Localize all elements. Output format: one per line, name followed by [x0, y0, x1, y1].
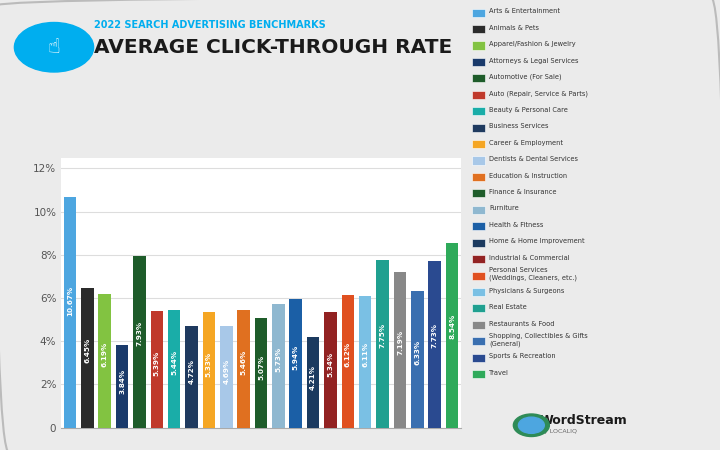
Text: 6.19%: 6.19%: [102, 342, 107, 367]
Text: Apparel/Fashion & Jewelry: Apparel/Fashion & Jewelry: [489, 41, 575, 47]
Text: Home & Home Improvement: Home & Home Improvement: [489, 238, 585, 244]
Bar: [289, 299, 302, 428]
Text: 4.72%: 4.72%: [189, 359, 194, 384]
Text: 5.34%: 5.34%: [328, 351, 333, 377]
Text: Health & Fitness: Health & Fitness: [489, 222, 544, 228]
Text: Industrial & Commercial: Industrial & Commercial: [489, 255, 570, 261]
Text: Physicians & Surgeons: Physicians & Surgeons: [489, 288, 564, 294]
Bar: [185, 325, 198, 427]
Text: 7.19%: 7.19%: [397, 329, 403, 355]
Bar: [116, 345, 128, 427]
Text: 4.69%: 4.69%: [223, 359, 229, 384]
Text: Animals & Pets: Animals & Pets: [489, 25, 539, 31]
Text: 4.21%: 4.21%: [310, 365, 316, 390]
Text: 3.84%: 3.84%: [119, 369, 125, 395]
Text: Travel: Travel: [489, 370, 509, 376]
Bar: [307, 337, 320, 428]
Text: 7.93%: 7.93%: [136, 321, 143, 346]
Text: Shopping, Collectibles & Gifts
(General): Shopping, Collectibles & Gifts (General): [489, 333, 588, 346]
Text: 6.45%: 6.45%: [84, 338, 90, 364]
Text: AVERAGE CLICK-THROUGH RATE: AVERAGE CLICK-THROUGH RATE: [94, 38, 452, 57]
Bar: [99, 294, 111, 428]
Text: WordStream: WordStream: [540, 414, 628, 427]
Bar: [272, 304, 284, 427]
Text: Attorneys & Legal Services: Attorneys & Legal Services: [489, 58, 578, 63]
Bar: [202, 312, 215, 427]
Bar: [446, 243, 459, 428]
Bar: [63, 197, 76, 428]
Text: Business Services: Business Services: [489, 123, 549, 129]
Text: 5.39%: 5.39%: [154, 351, 160, 376]
Text: 7.73%: 7.73%: [432, 323, 438, 348]
Bar: [359, 296, 372, 428]
Text: Personal Services
(Weddings, Cleaners, etc.): Personal Services (Weddings, Cleaners, e…: [489, 267, 577, 281]
Text: Auto (Repair, Service & Parts): Auto (Repair, Service & Parts): [489, 90, 588, 97]
Text: 7.75%: 7.75%: [379, 323, 386, 348]
Text: Dentists & Dental Services: Dentists & Dental Services: [489, 156, 578, 162]
Text: Education & Instruction: Education & Instruction: [489, 173, 567, 179]
Text: 5.46%: 5.46%: [240, 350, 247, 375]
Text: Career & Employment: Career & Employment: [489, 140, 563, 146]
Text: 8.54%: 8.54%: [449, 313, 455, 339]
Text: by LOCALIQ: by LOCALIQ: [540, 429, 577, 435]
Text: Real Estate: Real Estate: [489, 304, 526, 310]
Text: 5.94%: 5.94%: [293, 344, 299, 369]
Bar: [81, 288, 94, 428]
Text: Furniture: Furniture: [489, 206, 518, 212]
Bar: [324, 312, 337, 427]
Text: Restaurants & Food: Restaurants & Food: [489, 320, 554, 327]
Text: 2022 SEARCH ADVERTISING BENCHMARKS: 2022 SEARCH ADVERTISING BENCHMARKS: [94, 20, 325, 30]
Bar: [133, 256, 145, 427]
Bar: [341, 295, 354, 427]
Bar: [150, 311, 163, 428]
Text: 6.33%: 6.33%: [415, 340, 420, 365]
Bar: [411, 291, 423, 428]
Text: 5.33%: 5.33%: [206, 351, 212, 377]
Text: 10.67%: 10.67%: [67, 286, 73, 316]
Text: Beauty & Personal Care: Beauty & Personal Care: [489, 107, 568, 113]
Bar: [377, 260, 389, 428]
Bar: [168, 310, 181, 427]
Text: Finance & Insurance: Finance & Insurance: [489, 189, 557, 195]
Bar: [220, 326, 233, 428]
Text: 6.12%: 6.12%: [345, 342, 351, 367]
Text: 6.11%: 6.11%: [362, 342, 368, 368]
Text: ☝: ☝: [48, 37, 60, 57]
Text: 5.73%: 5.73%: [275, 347, 282, 372]
Text: Sports & Recreation: Sports & Recreation: [489, 353, 556, 360]
Bar: [255, 318, 267, 428]
Text: 5.07%: 5.07%: [258, 355, 264, 380]
Text: 5.44%: 5.44%: [171, 350, 177, 375]
Text: Arts & Entertainment: Arts & Entertainment: [489, 8, 560, 14]
Bar: [428, 261, 441, 427]
Text: Automotive (For Sale): Automotive (For Sale): [489, 74, 562, 80]
Bar: [394, 272, 406, 428]
Bar: [238, 310, 250, 428]
